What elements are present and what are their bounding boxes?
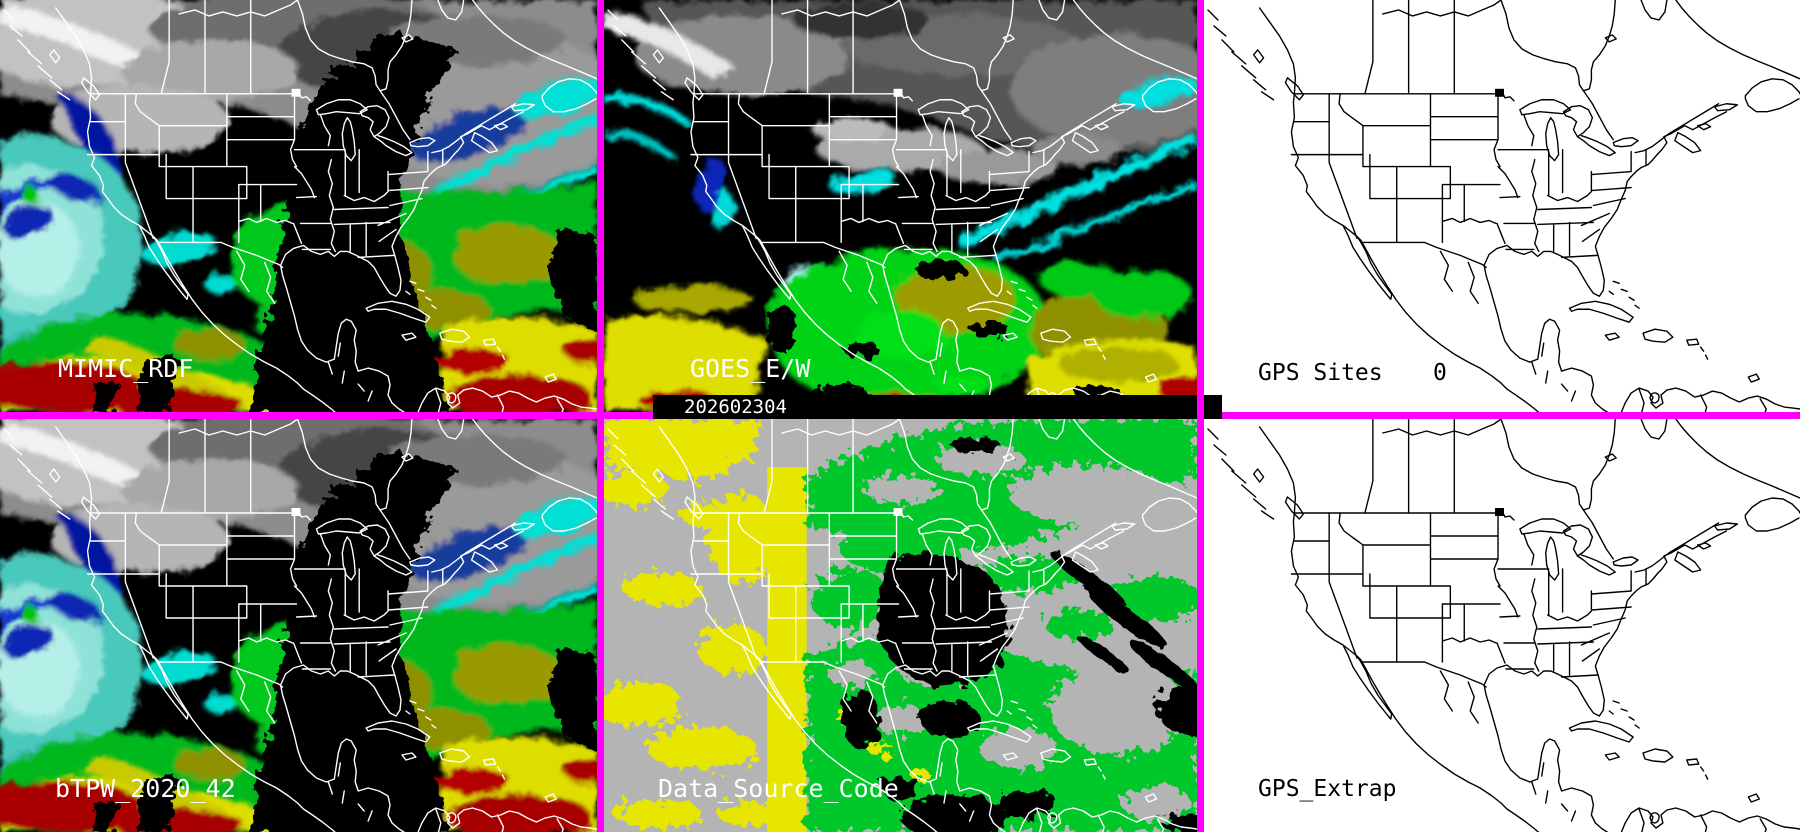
panel-label-goes-ew: GOES_E/W — [690, 354, 811, 383]
panel-data-source-code: Data_Source_Code — [604, 419, 1197, 832]
data-source-imagery — [604, 419, 1197, 832]
panel-label-btpw: bTPW_2020_42 — [55, 774, 236, 803]
timestamp-text: 202602304 — [684, 396, 787, 418]
gps-sites-map — [1207, 0, 1800, 412]
tpw-imagery — [0, 0, 597, 412]
panel-label-mimic-rdf: MIMIC_RDF — [58, 354, 194, 383]
goes-imagery — [604, 0, 1197, 412]
timestamp-bar: 202602304 — [653, 395, 1222, 419]
gps-sites-count: 0 — [1433, 360, 1447, 386]
panel-gps-extrap: GPS_Extrap — [1204, 419, 1800, 832]
panel-gps-sites: GPS Sites 0 — [1204, 0, 1800, 412]
btpw-imagery — [0, 419, 597, 832]
panel-label-gps-extrap: GPS_Extrap — [1258, 776, 1397, 802]
vertical-divider-left — [597, 0, 604, 832]
panel-label-data-source: Data_Source_Code — [658, 774, 899, 803]
panel-goes-ew: GOES_E/W — [604, 0, 1197, 412]
panel-btpw: bTPW_2020_42 — [0, 419, 597, 832]
panel-mimic-rdf: MIMIC_RDF — [0, 0, 597, 412]
panel-label-gps-sites: GPS Sites — [1258, 360, 1383, 386]
vertical-divider-right — [1197, 0, 1204, 832]
gps-extrap-map — [1207, 419, 1800, 832]
